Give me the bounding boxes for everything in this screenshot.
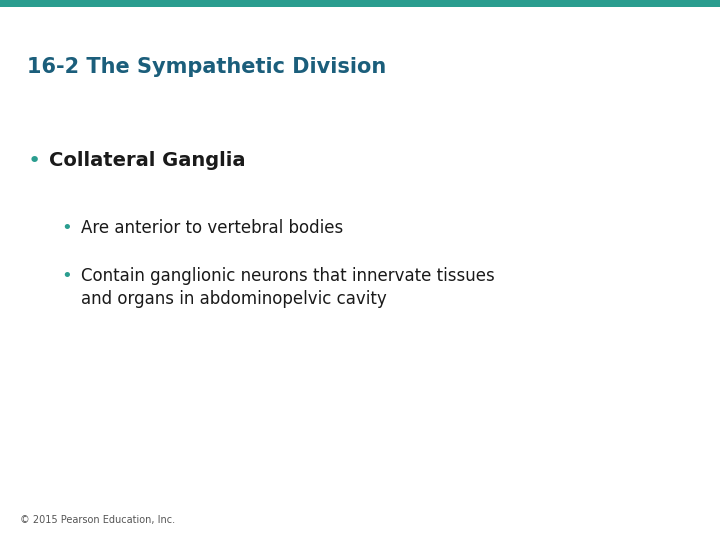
Text: 16-2 The Sympathetic Division: 16-2 The Sympathetic Division xyxy=(27,57,387,77)
Text: •: • xyxy=(61,219,72,237)
Text: Are anterior to vertebral bodies: Are anterior to vertebral bodies xyxy=(81,219,343,237)
Text: Contain ganglionic neurons that innervate tissues
and organs in abdominopelvic c: Contain ganglionic neurons that innervat… xyxy=(81,267,495,308)
Text: •: • xyxy=(61,267,72,285)
FancyBboxPatch shape xyxy=(0,0,720,7)
Text: Collateral Ganglia: Collateral Ganglia xyxy=(49,151,246,170)
Text: © 2015 Pearson Education, Inc.: © 2015 Pearson Education, Inc. xyxy=(20,515,175,525)
Text: •: • xyxy=(27,151,40,171)
